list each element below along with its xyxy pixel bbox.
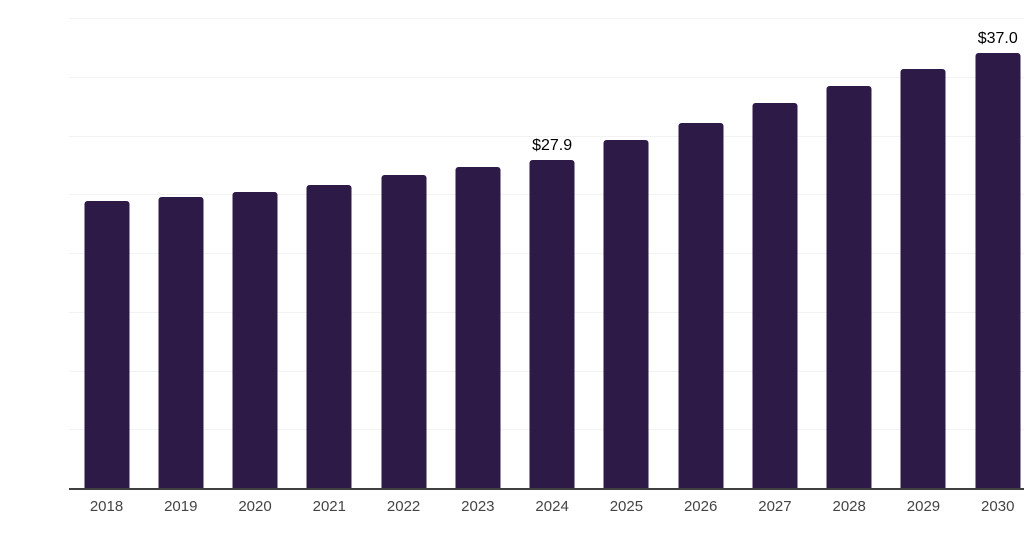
x-tick-2024: 2024	[535, 498, 569, 515]
x-tick-2022: 2022	[386, 498, 421, 515]
x-tick-2019: 2019	[164, 498, 198, 515]
bar-2022	[381, 175, 427, 488]
bar-chart: $27.9 $37.0 2018 2019 2020 2021 2022 2023 2024 2…	[40, 16, 1024, 528]
bar-2027	[752, 102, 798, 488]
bar-2028	[826, 86, 872, 488]
bar-2025	[603, 140, 649, 488]
x-axis-line	[69, 488, 1024, 490]
value-label-2030: $37.0	[977, 30, 1018, 48]
bar-2026	[678, 122, 724, 488]
bar-2024	[529, 160, 575, 488]
bar-2029	[900, 68, 946, 488]
value-label-2024: $27.9	[532, 137, 573, 155]
x-tick-2025: 2025	[609, 498, 644, 515]
bar-2023	[455, 167, 501, 488]
x-tick-2030: 2030	[981, 498, 1015, 515]
gridline-40	[69, 18, 1024, 19]
x-axis: 2018 2019 2020 2021 2022 2023 2024 2025 2026 2027…	[69, 498, 1024, 520]
bar-2018	[84, 201, 129, 488]
bar-2030	[975, 53, 1021, 488]
x-tick-2027: 2027	[758, 498, 792, 515]
bar-2019	[158, 196, 204, 488]
x-tick-2029: 2029	[906, 498, 941, 515]
gridline-30	[69, 135, 1024, 137]
x-tick-2020: 2020	[238, 498, 272, 515]
plot-area: $27.9 $37.0	[69, 18, 1024, 490]
x-tick-2026: 2026	[683, 498, 718, 515]
bar-2021	[306, 184, 352, 488]
x-tick-2028: 2028	[832, 498, 866, 515]
x-tick-2018: 2018	[89, 498, 124, 515]
bar-2020	[232, 191, 278, 488]
gridline-35	[69, 76, 1024, 78]
x-tick-2021: 2021	[312, 498, 346, 515]
x-tick-2023: 2023	[461, 498, 495, 515]
